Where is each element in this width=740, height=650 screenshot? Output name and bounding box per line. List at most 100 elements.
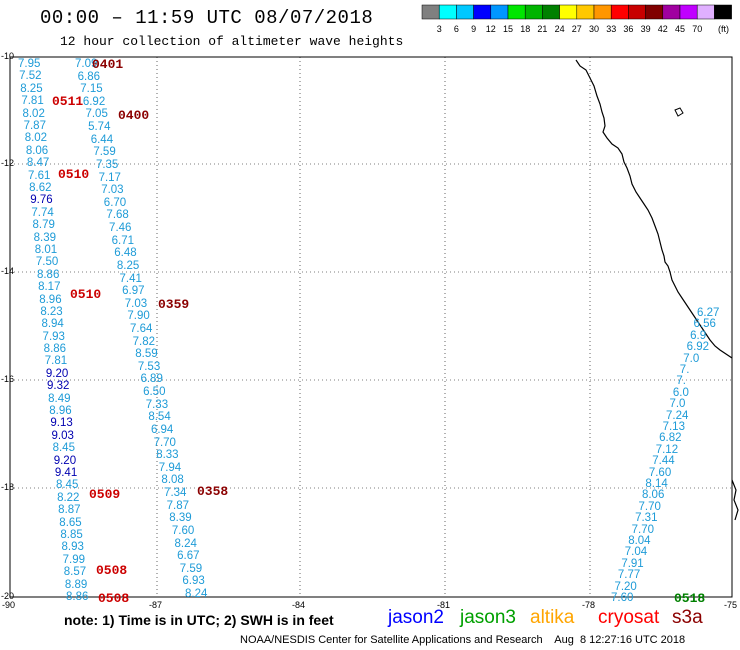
wave-height-label: 7.0 [669, 398, 686, 411]
wave-height-label: 7.93 [42, 330, 65, 343]
wave-height-label: 6.0 [672, 386, 689, 399]
legend-altika: altika [530, 607, 575, 628]
pass-time-label: 0358 [197, 484, 229, 499]
wave-height-label: 8.65 [59, 516, 82, 529]
pass-time-label: 0508 [98, 591, 130, 606]
color-scale-label: 9 [471, 24, 476, 34]
wave-height-label: 8.33 [156, 449, 179, 462]
wave-height-label: 6.71 [111, 234, 135, 247]
wave-height-label: 8.85 [60, 529, 83, 542]
wave-height-label: 8.23 [40, 305, 63, 318]
latitude-tick: -10 [1, 51, 15, 61]
latitude-tick: -14 [1, 266, 15, 276]
wave-height-label: 8.01 [34, 243, 58, 256]
legend-cryosat: cryosat [598, 607, 660, 628]
pass-time-label: 0511 [52, 94, 84, 109]
wave-height-label: 7.09 [75, 58, 98, 70]
longitude-tick: -90 [2, 600, 16, 610]
wave-height-label: 7.95 [18, 58, 41, 70]
wave-height-label: 7.91 [621, 557, 644, 570]
wave-height-label: 8.96 [39, 293, 62, 306]
wave-height-label: 9.76 [30, 194, 53, 207]
wave-height-label: 8.02 [22, 107, 45, 120]
wave-height-label: 6.67 [177, 550, 200, 563]
wave-height-label: 9.41 [54, 467, 78, 480]
wave-height-label: 8.49 [48, 392, 71, 405]
wave-height-label: 8.25 [116, 259, 140, 272]
wave-height-label: 8.79 [32, 219, 55, 232]
wave-height-label: 7.46 [109, 222, 132, 235]
latitude-tick: -18 [1, 482, 15, 492]
wave-height-label: 8.86 [43, 343, 67, 356]
wave-height-label: 7.24 [666, 409, 689, 422]
wave-height-label: 7.60 [171, 524, 195, 537]
wave-height-label: 7. [676, 375, 686, 388]
wave-height-label: 7.34 [164, 487, 187, 500]
wave-height-label: 7.70 [631, 523, 655, 536]
wave-height-label: 8.39 [169, 512, 192, 525]
wave-height-label: 7.60 [611, 592, 634, 604]
color-scale-bar: 3 6 9 12 15 18 21 24 27 30 33 36 39 42 45 70 (ft) [421, 4, 732, 34]
legend-jason3: jason3 [460, 607, 516, 628]
wave-height-label: 7.41 [119, 272, 142, 285]
wave-height-label: 9.20 [45, 367, 69, 380]
wave-height-label: 8.86 [36, 268, 60, 281]
color-scale-label: 36 [623, 24, 633, 34]
wave-height-label: 8.87 [58, 504, 81, 517]
latitude-tick: -20 [1, 591, 15, 601]
note-text: note: 1) Time is in UTC; 2) SWH is in fe… [64, 612, 334, 628]
color-scale-label: 21 [537, 24, 547, 34]
color-scale-label: 45 [675, 24, 685, 34]
color-scale-label: 24 [555, 24, 565, 34]
wave-height-label: 7.64 [130, 323, 153, 335]
pass-time-label: 0401 [92, 57, 124, 72]
wave-height-label: 6.92 [82, 95, 106, 108]
wave-height-label: 8.39 [33, 231, 57, 244]
wave-height-label: 7.33 [145, 398, 169, 411]
wave-height-label: 8.93 [61, 541, 84, 554]
color-scale-label: 42 [658, 24, 668, 34]
footer-credit: NOAA/NESDIS Center for Satellite Applica… [240, 634, 686, 646]
wave-height-label: 7.99 [62, 553, 86, 566]
pass-time-label: 0510 [70, 287, 102, 302]
coastline [731, 479, 739, 521]
wave-height-label: 8.22 [57, 491, 80, 504]
wave-height-label: 7.87 [166, 499, 190, 512]
wave-height-label: 6.48 [114, 247, 137, 260]
wave-height-label: 7.70 [638, 500, 661, 513]
longitude-tick: -81 [437, 600, 451, 610]
wave-height-label: 9.20 [53, 454, 77, 467]
wave-height-label: 7.94 [158, 461, 182, 474]
wave-height-label: 8.25 [20, 82, 43, 95]
wave-height-label: 8.54 [148, 411, 171, 424]
color-scale-label: 18 [520, 24, 530, 34]
color-scale-label: 27 [572, 24, 582, 34]
color-scale-label: 39 [641, 24, 651, 34]
color-swatch [714, 4, 732, 20]
pass-time-label: 0510 [58, 167, 90, 182]
wave-height-label: 8.47 [26, 157, 50, 170]
wave-height-label: 8.94 [41, 318, 64, 331]
wave-height-label: 7.81 [44, 355, 68, 368]
wave-height-label: 9.13 [50, 417, 73, 430]
color-scale-label: 3 [437, 24, 442, 34]
wave-height-label: 6.93 [182, 575, 205, 588]
wave-height-label: 7.53 [137, 360, 161, 373]
wave-height-label: 8.06 [25, 144, 49, 157]
wave-height-label: 7.35 [95, 158, 119, 171]
wave-height-label: 6.44 [90, 133, 114, 146]
color-scale-label: 12 [486, 24, 496, 34]
wave-height-label: 7.20 [614, 580, 637, 593]
wave-height-label: 8.86 [66, 591, 89, 603]
wave-height-label: 7.60 [648, 466, 672, 479]
wave-height-label: 7.44 [652, 455, 675, 468]
wave-height-label: 6.27 [697, 307, 720, 319]
wave-height-label: 8.59 [135, 348, 158, 361]
wave-height-label: 8.45 [52, 442, 75, 455]
wave-height-label: 7.70 [153, 436, 176, 449]
wave-height-label: 7.61 [28, 169, 51, 182]
wave-height-label: 7.04 [624, 546, 648, 559]
wave-height-label: 7.77 [617, 569, 641, 582]
wave-height-label: 6.86 [77, 70, 100, 83]
